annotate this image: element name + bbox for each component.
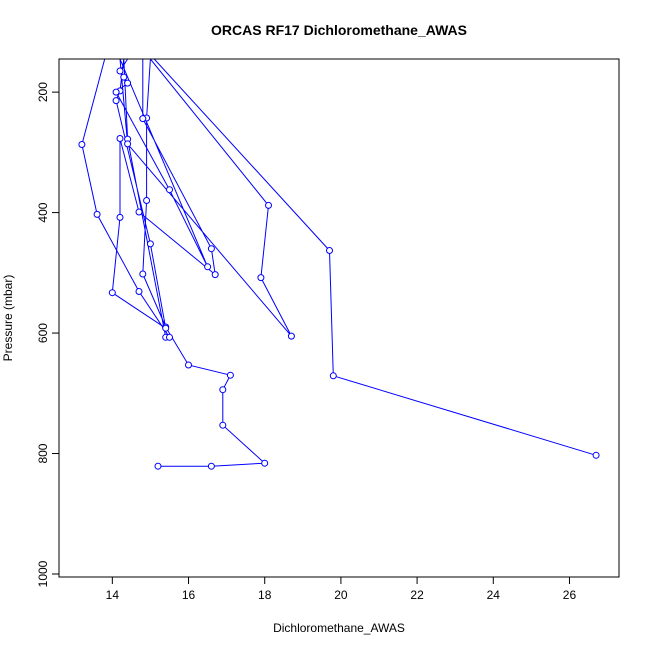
data-point <box>219 386 227 394</box>
data-point <box>93 210 101 218</box>
data-point <box>287 332 295 340</box>
y-tick-label: 600 <box>36 323 50 343</box>
data-point <box>108 289 116 297</box>
plot-area <box>78 59 600 470</box>
data-point <box>112 88 120 96</box>
y-tick-label: 200 <box>36 82 50 102</box>
data-point <box>78 141 86 148</box>
x-tick-label: 24 <box>487 588 501 602</box>
y-tick-label: 1000 <box>36 560 50 587</box>
data-point <box>124 79 132 87</box>
x-tick-label: 22 <box>410 588 424 602</box>
data-point <box>226 371 234 379</box>
data-point <box>143 197 151 204</box>
data-point <box>261 459 269 467</box>
y-axis: 200 400 600 800 1000 <box>36 82 60 587</box>
data-point <box>162 324 170 332</box>
data-point <box>257 274 265 282</box>
data-point <box>265 201 272 209</box>
data-point <box>146 240 154 248</box>
x-tick-label: 20 <box>334 588 348 602</box>
y-axis-label: Pressure (mbar) <box>1 275 15 362</box>
data-point <box>207 245 215 253</box>
data-point <box>329 372 337 380</box>
x-tick-label: 16 <box>182 588 196 602</box>
data-point <box>120 73 128 81</box>
y-tick-label: 400 <box>36 202 50 222</box>
data-point <box>139 115 147 123</box>
data-point <box>135 288 143 295</box>
x-tick-label: 26 <box>563 588 577 602</box>
data-point <box>592 451 600 459</box>
data-point <box>154 462 162 470</box>
data-point <box>116 213 124 221</box>
plot-frame <box>58 58 620 578</box>
y-tick-label: 800 <box>36 443 50 463</box>
data-point <box>116 67 124 75</box>
data-point <box>135 208 143 216</box>
data-point <box>207 462 215 470</box>
data-point <box>116 135 124 142</box>
data-point <box>112 97 120 105</box>
data-point <box>166 186 173 194</box>
x-axis-label: Dichloromethane_AWAS <box>273 621 405 635</box>
data-point <box>326 247 333 254</box>
x-tick-label: 14 <box>106 588 120 602</box>
chart-title: ORCAS RF17 Dichloromethane_AWAS <box>211 22 467 38</box>
data-point <box>219 421 227 429</box>
data-point <box>124 140 132 148</box>
data-point <box>166 333 173 341</box>
data-point <box>185 361 192 369</box>
x-axis: 14 16 18 20 22 24 26 <box>106 576 577 602</box>
data-point <box>204 263 212 271</box>
x-tick-label: 18 <box>258 588 272 602</box>
data-point <box>139 270 147 278</box>
series-line <box>81 59 597 467</box>
data-point <box>211 271 219 279</box>
